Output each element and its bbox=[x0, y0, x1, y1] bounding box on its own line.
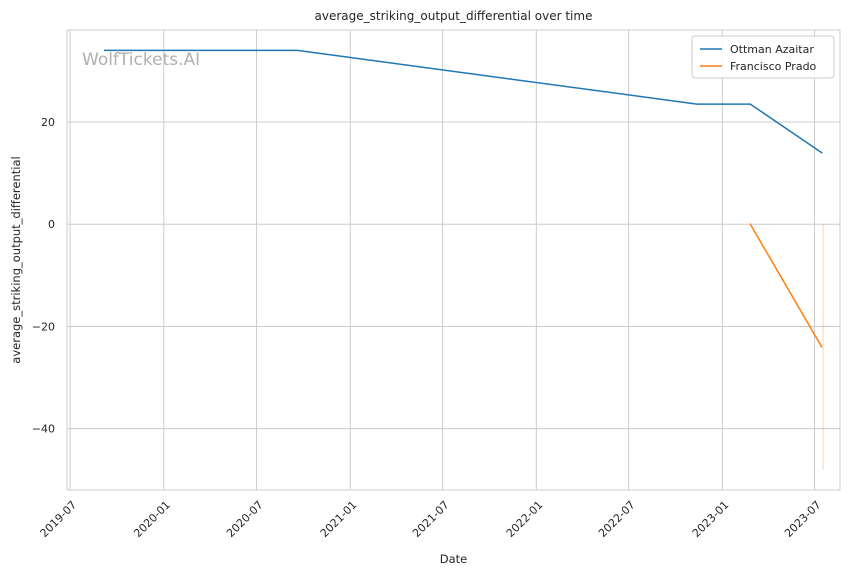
x-tick-label: 2023-01 bbox=[690, 498, 732, 540]
series-line-1 bbox=[103, 49, 823, 154]
plot-area-frame bbox=[66, 29, 841, 491]
x-tick-label: 2020-07 bbox=[224, 498, 266, 540]
legend: Ottman Azaitar Francisco Prado bbox=[691, 35, 835, 79]
x-axis-title: Date bbox=[440, 552, 468, 566]
grid-lines bbox=[67, 30, 840, 490]
x-tick-label: 2020-01 bbox=[131, 498, 173, 540]
y-tick-label: 0 bbox=[48, 218, 55, 231]
y-tick-label: 20 bbox=[41, 116, 55, 129]
watermark-text: WolfTickets.AI bbox=[82, 50, 200, 70]
y-tick-label: −20 bbox=[32, 320, 55, 333]
x-tick-label: 2021-07 bbox=[410, 498, 452, 540]
legend-label: Ottman Azaitar bbox=[730, 43, 814, 56]
x-tick-label: 2023-07 bbox=[782, 498, 824, 540]
x-tick-label: 2022-07 bbox=[596, 498, 638, 540]
x-axis-ticks: 2019-07 2020-01 2020-07 2021-01 2021-07 2022-… bbox=[38, 498, 824, 540]
series-line-2 bbox=[749, 223, 823, 348]
y-tick-label: −40 bbox=[32, 423, 55, 436]
y-axis-ticks: 20 0 −20 −40 bbox=[32, 116, 55, 436]
series-layer bbox=[103, 49, 823, 348]
chart-title: average_striking_output_differential ove… bbox=[315, 9, 593, 23]
legend-label: Francisco Prado bbox=[730, 60, 817, 73]
legend-box bbox=[691, 35, 835, 79]
y-axis-title: average_striking_output_differential bbox=[9, 156, 23, 363]
x-tick-label: 2019-07 bbox=[38, 498, 80, 540]
x-tick-label: 2022-01 bbox=[504, 498, 546, 540]
x-tick-label: 2021-01 bbox=[318, 498, 360, 540]
